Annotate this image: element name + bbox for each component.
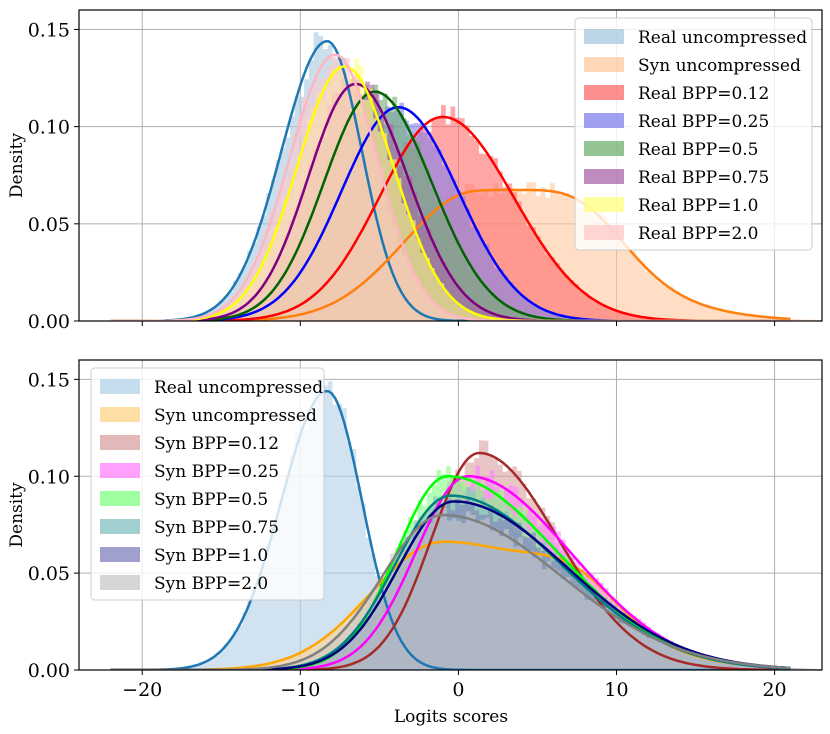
legend-label: Real BPP=0.12 (638, 84, 769, 104)
legend-label: Real uncompressed (638, 28, 807, 48)
legend-swatch (100, 379, 140, 394)
y-tick-label: 0.15 (28, 369, 70, 391)
x-tick-label: −20 (122, 679, 162, 701)
legend-label: Syn BPP=2.0 (154, 574, 268, 594)
x-axis-label: Logits scores (394, 707, 508, 727)
legend-label: Real BPP=2.0 (638, 224, 759, 244)
legend-swatch (100, 407, 140, 422)
kde-curve (110, 500, 791, 670)
y-axis-label: Density (7, 482, 27, 548)
legend-box (574, 17, 813, 251)
x-tick-label: 10 (604, 679, 628, 701)
kde-curve (110, 90, 791, 321)
legend-label: Real BPP=0.5 (638, 140, 759, 160)
legend-label: Syn uncompressed (638, 56, 801, 76)
y-tick-label: 0.10 (28, 466, 70, 488)
axes-frame (78, 9, 823, 322)
legend-swatch (584, 57, 624, 72)
y-tick-label: 0.00 (28, 311, 70, 333)
kde-curve (110, 53, 791, 321)
legend-swatch (100, 519, 140, 534)
y-tick-label: 0.05 (28, 214, 70, 236)
legend-swatch (584, 141, 624, 156)
legend: Real uncompressed Syn uncompressed Syn BPP… (90, 367, 325, 601)
legend-label: Syn BPP=0.12 (154, 434, 279, 454)
x-tick-label: 20 (762, 679, 786, 701)
axes-frame (78, 359, 823, 671)
y-tick-label: 0.15 (28, 19, 70, 41)
kde-curve (110, 451, 791, 670)
legend-label: Syn BPP=0.75 (154, 518, 279, 538)
legend-swatch (100, 491, 140, 506)
legend-swatch (100, 435, 140, 450)
y-tick-label: 0.10 (28, 117, 70, 139)
legend-swatch (584, 113, 624, 128)
bottom-panel: −20 −10 0 10 20 0.00 0.05 0.10 0.15 Density Real u… (7, 359, 823, 701)
legend-swatch (584, 197, 624, 212)
y-tick-label: 0.05 (28, 563, 70, 585)
legend-label: Syn BPP=1.0 (154, 546, 268, 566)
legend-label: Real BPP=0.75 (638, 168, 769, 188)
legend-swatch (584, 169, 624, 184)
x-tick-label: 0 (452, 679, 464, 701)
legend-swatch (584, 225, 624, 240)
kde-curve (110, 65, 791, 321)
histogram-bars (238, 507, 822, 670)
legend-label: Syn BPP=0.25 (154, 462, 279, 482)
legend-label: Real BPP=0.25 (638, 112, 769, 132)
histogram-bars (179, 54, 483, 321)
legend-swatch (584, 85, 624, 100)
legend-swatch (100, 575, 140, 590)
legend-box (90, 367, 325, 601)
legend-swatch (100, 547, 140, 562)
top-panel: 0.00 0.05 0.10 0.15 Density Real uncompressed… (7, 9, 823, 333)
legend-swatch (100, 463, 140, 478)
legend: Real uncompressed Syn uncompressed Real BP… (574, 17, 813, 251)
kde-curve (110, 82, 791, 321)
legend-swatch (584, 29, 624, 44)
x-tick-label: −10 (280, 679, 320, 701)
y-axis-label: Density (7, 132, 27, 198)
legend-label: Syn BPP=0.5 (154, 490, 268, 510)
y-tick-label: 0.00 (28, 660, 70, 682)
legend-label: Syn uncompressed (154, 406, 317, 426)
legend-label: Real BPP=1.0 (638, 196, 759, 216)
legend-label: Real uncompressed (154, 378, 323, 398)
